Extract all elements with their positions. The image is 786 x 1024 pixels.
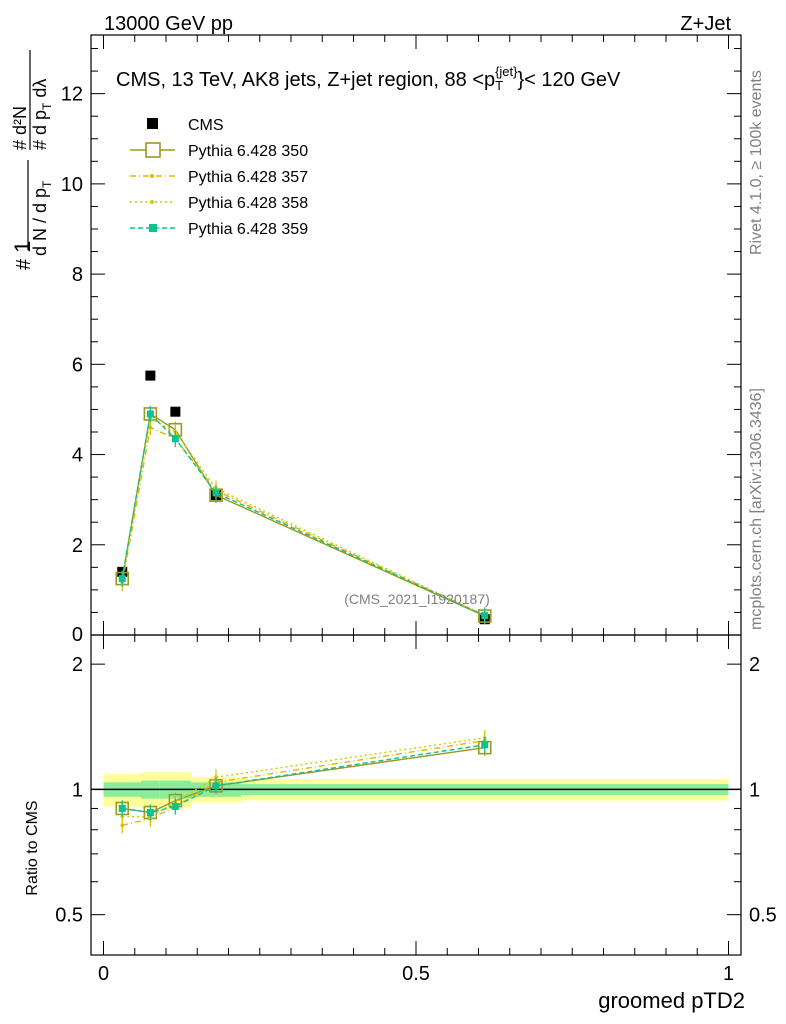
legend: CMS Pythia 6.428 350 Pythia 6.428 357 Pythi…: [130, 117, 308, 238]
legend-cms-label: CMS: [188, 117, 224, 134]
title-sub: T: [495, 78, 503, 93]
title-prefix: CMS, 13 TeV, AK8 jets, Z+jet region, 88 …: [116, 69, 495, 91]
ratio-y-tick-label-right: 2: [749, 654, 760, 676]
ratio-ylabel: Ratio to CMS: [24, 800, 41, 895]
legend-cms-marker: [147, 118, 158, 129]
ratio-point: [120, 823, 125, 828]
legend-label: Pythia 6.428 359: [188, 221, 308, 238]
header-left: 13000 GeV pp: [104, 13, 233, 35]
ratio-y-tick-label-right: 0.5: [749, 905, 777, 927]
main-point: [171, 435, 179, 443]
main-y-tick-label: 4: [72, 445, 83, 467]
main-line-Pythia-6.428-358: [121, 417, 486, 616]
legend-label: Pythia 6.428 350: [188, 143, 308, 160]
main-y-tick-label: 6: [72, 354, 83, 376]
legend-marker: [150, 174, 154, 178]
title-sup: {jet}: [495, 64, 518, 79]
cms-point: [170, 406, 181, 417]
ratio-y-tick-label: 2: [72, 654, 83, 676]
x-tick-label: 0.5: [402, 963, 430, 985]
main-ylabel: #1 d N / d pT # d²N # d pT dλ: [10, 50, 54, 270]
header-right: Z+Jet: [680, 13, 731, 35]
ratio-point: [212, 782, 220, 790]
main-ylabel-num: # d²N: [10, 106, 30, 150]
title-suffix: }< 120 GeV: [518, 69, 622, 91]
main-point: [212, 489, 220, 497]
ratio-panel-series: [115, 729, 492, 834]
legend-label: Pythia 6.428 358: [188, 195, 308, 212]
chart-title: CMS, 13 TeV, AK8 jets, Z+jet region, 88 …: [116, 64, 621, 93]
ratio-y-tick-label-right: 1: [749, 779, 760, 801]
main-line-Pythia-6.428-350: [121, 412, 486, 617]
ratio-point: [214, 775, 218, 779]
ratio-point: [171, 802, 179, 810]
main-line-Pythia-6.428-357: [121, 426, 486, 617]
main-ylabel-den2: # d pT dλ: [30, 79, 54, 150]
main-y-zero-label: 0: [72, 624, 83, 646]
x-axis-label: groomed pTD2: [598, 988, 745, 1013]
x-tick-label: 1: [723, 963, 734, 985]
ratio-y-tick-label: 0.5: [55, 905, 83, 927]
rivet-label: Rivet 4.1.0, ≥ 100k events: [748, 70, 765, 255]
ratio-point: [481, 741, 489, 749]
main-point: [118, 575, 126, 583]
legend-label: Pythia 6.428 357: [188, 169, 308, 186]
main-line-Pythia-6.428-359: [121, 412, 486, 617]
main-panel-series: [115, 370, 492, 625]
legend-marker: [145, 142, 161, 158]
legend-marker: [150, 200, 154, 204]
main-point: [146, 410, 154, 418]
ratio-point: [146, 809, 154, 817]
legend-marker: [149, 224, 157, 232]
cms-point: [145, 370, 156, 381]
ratio-point: [120, 814, 125, 819]
main-ylabel-den: d N / d pT: [30, 180, 54, 256]
main-point: [481, 612, 489, 620]
ratio-panel-band: [91, 772, 741, 809]
x-tick-label: 0: [98, 963, 109, 985]
main-y-tick-label: 12: [61, 84, 83, 106]
watermark: (CMS_2021_I1920187): [344, 591, 490, 607]
main-y-tick-label: 8: [72, 264, 83, 286]
ratio-line-Pythia-6.428-359: [122, 744, 485, 814]
mcplots-label: mcplots.cern.ch [arXiv:1306.3436]: [748, 388, 765, 630]
ratio-point: [118, 804, 126, 812]
ratio-y-tick-label: 1: [72, 779, 83, 801]
main-y-tick-label: 2: [72, 535, 83, 557]
main-ylabel-text: #1: [10, 241, 35, 270]
main-y-tick-label: 10: [61, 174, 83, 196]
